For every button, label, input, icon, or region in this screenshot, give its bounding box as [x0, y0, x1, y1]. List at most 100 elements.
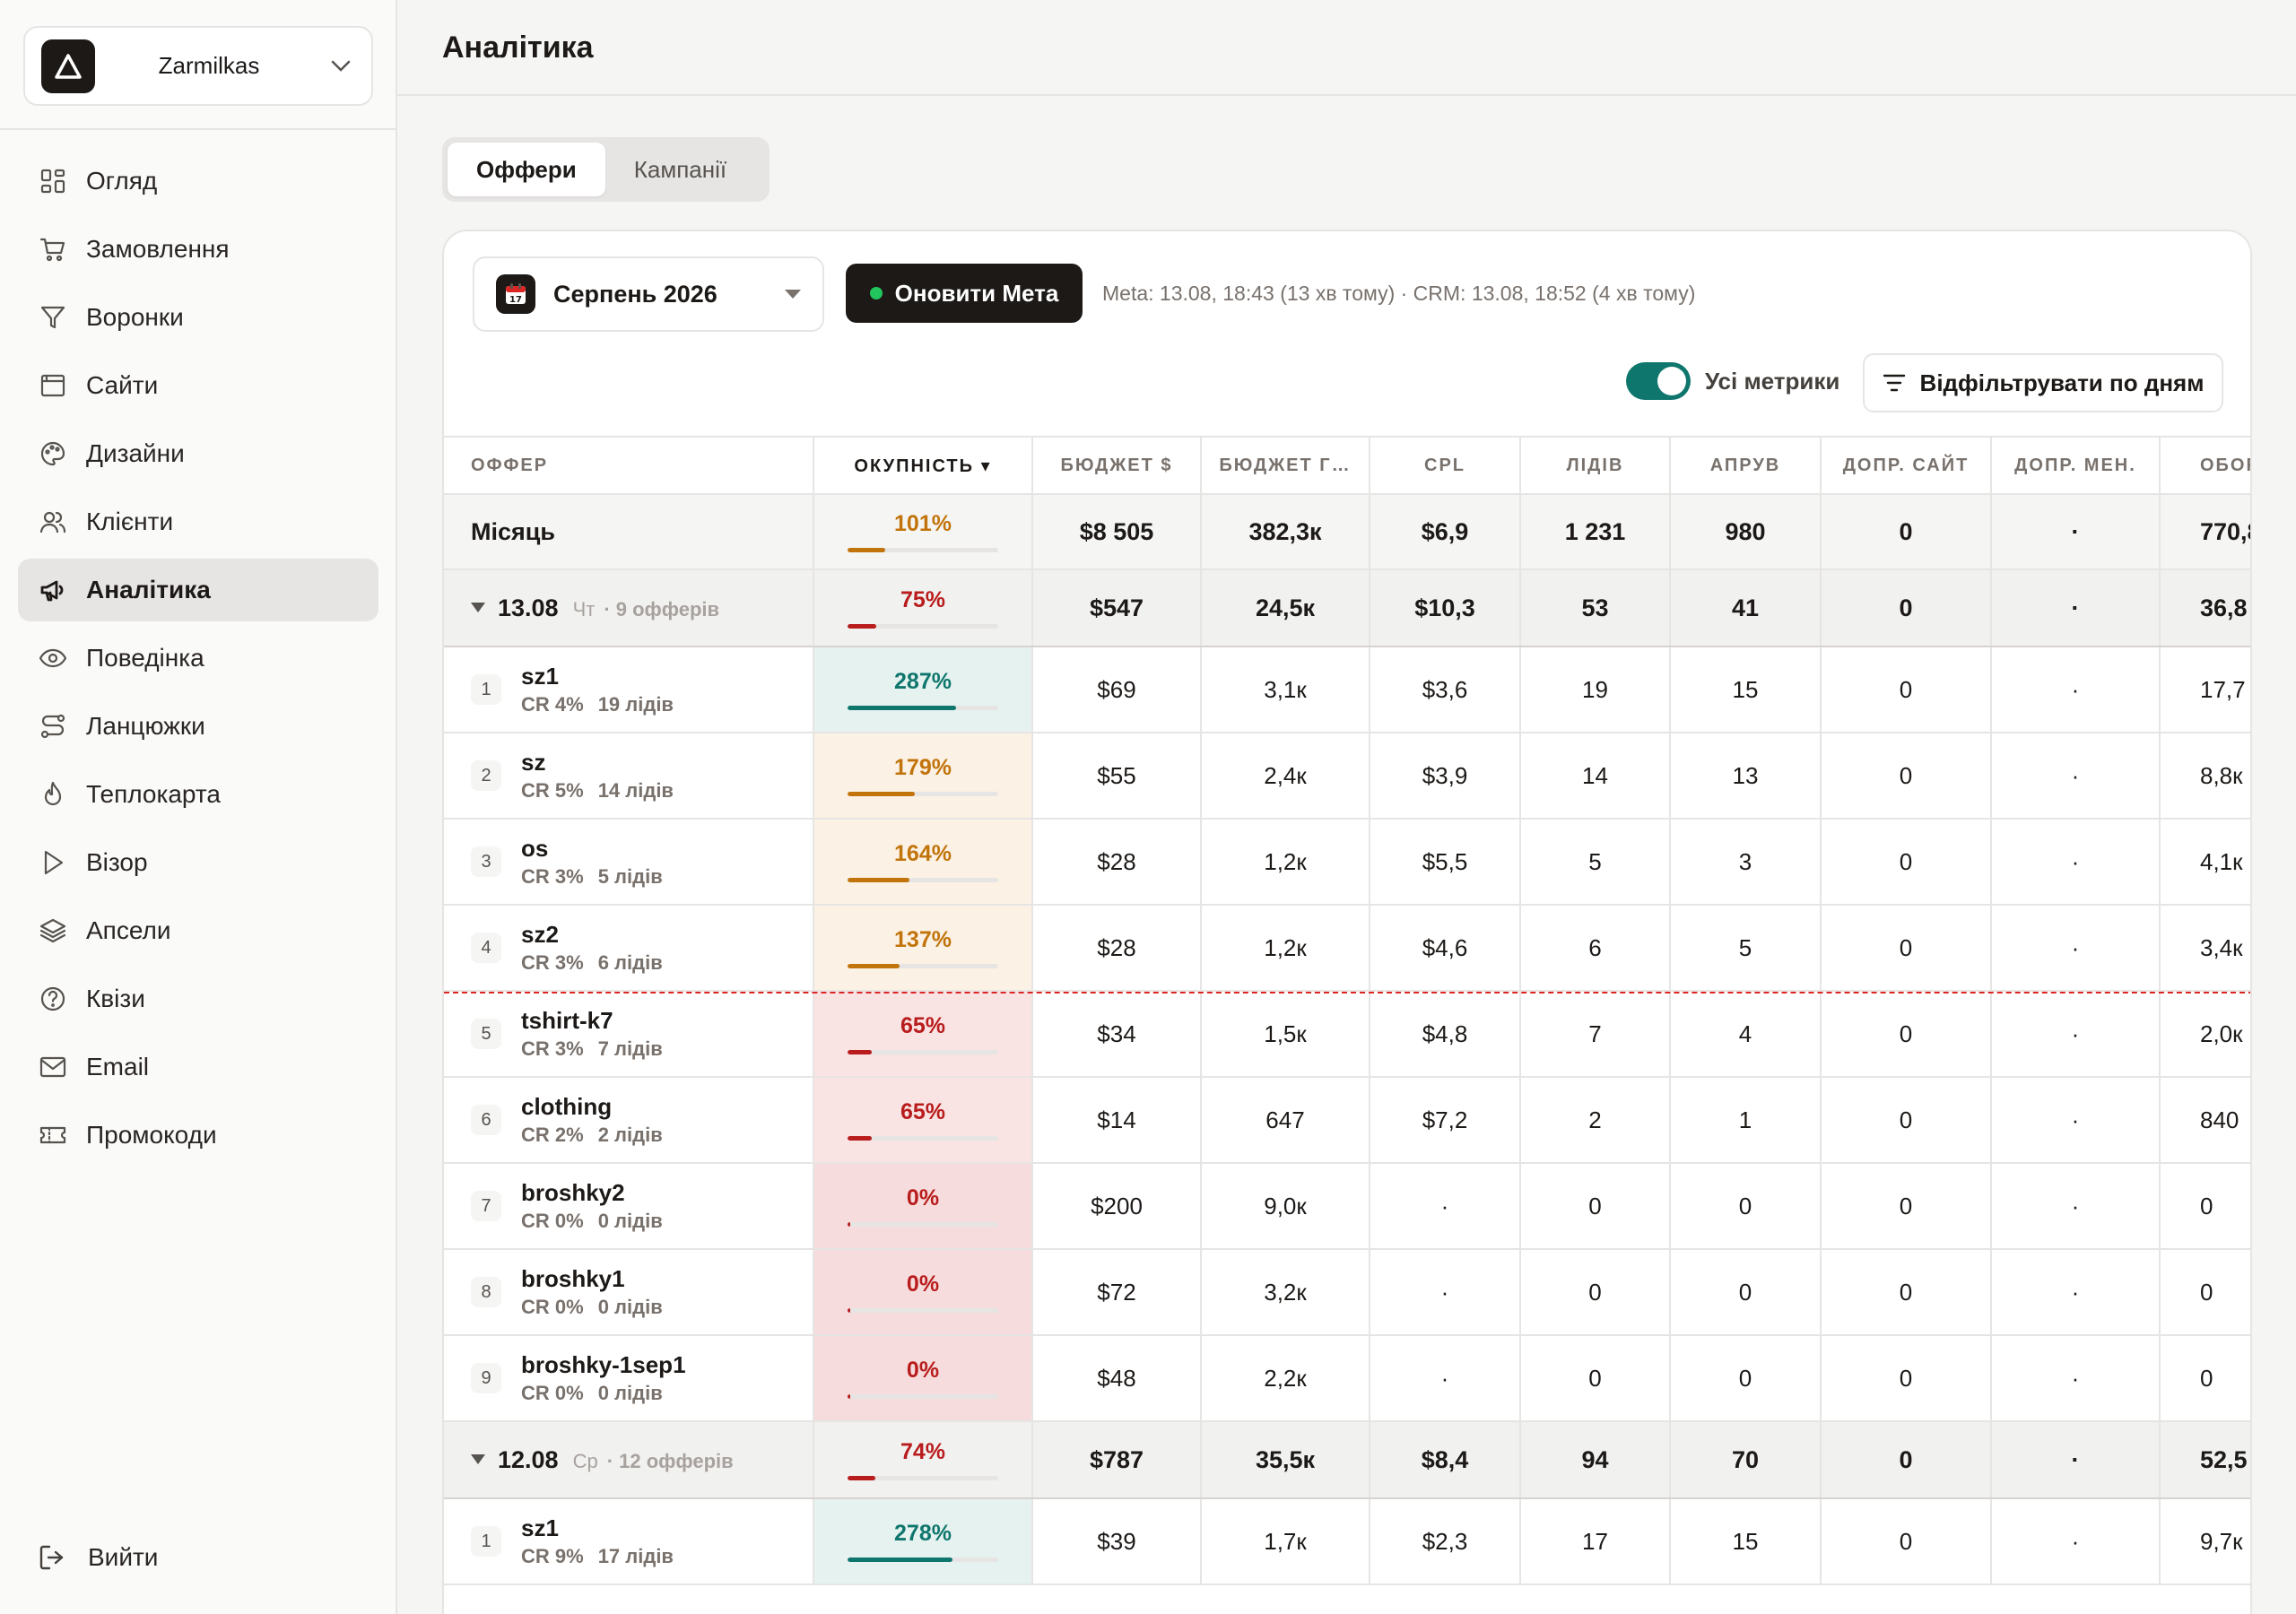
column-header-6[interactable]: АПРУВ: [1671, 438, 1822, 493]
budget-uah-cell: 3,1к: [1202, 647, 1370, 732]
sidebar-item-6[interactable]: Аналітика: [18, 559, 378, 621]
approved-cell: 41: [1671, 570, 1822, 646]
rank-badge: 3: [471, 846, 501, 877]
upsell-manager-cell: ·: [1992, 1499, 2161, 1584]
tab-campaigns[interactable]: Кампанії: [633, 155, 727, 183]
upsell-site-cell: 0: [1822, 1078, 1992, 1162]
refresh-meta-button[interactable]: Оновити Мета: [846, 264, 1083, 323]
offer-meta: CR 2% 2 лідів: [521, 1122, 677, 1149]
month-select[interactable]: 17 Серпень 2026: [473, 256, 824, 332]
turnover-cell: 52,5: [2200, 1445, 2248, 1473]
roi-cell: 75%: [814, 570, 1033, 646]
offer-meta: CR 3% 6 лідів: [521, 950, 677, 976]
cpl-cell: $5,5: [1370, 820, 1521, 904]
roi-progress-fill: [848, 1558, 952, 1562]
column-header-5[interactable]: ЛІДІВ: [1521, 438, 1671, 493]
offer-leads: 0 лідів: [597, 1296, 663, 1318]
sidebar-item-3[interactable]: Сайти: [18, 354, 378, 417]
workspace-switcher[interactable]: Zarmilkas: [23, 26, 373, 106]
offer-leads: 14 лідів: [597, 779, 674, 802]
sidebar-item-label: Клієнти: [86, 508, 174, 535]
cpl-cell: $3,9: [1370, 733, 1521, 818]
offer-cell: 1 sz1 CR 9% 17 лідів: [444, 1499, 814, 1584]
cart-icon: [38, 234, 68, 265]
all-metrics-toggle[interactable]: [1626, 362, 1691, 400]
sidebar-item-10[interactable]: Візор: [18, 831, 378, 894]
approved-cell: 4: [1671, 992, 1822, 1076]
column-header-0[interactable]: ОФФЕР: [444, 438, 814, 493]
table-row[interactable]: 1 sz1 CR 4% 19 лідів 287% $69 3,1к $3,6 19 15 0 · 17…: [444, 647, 2250, 733]
sidebar-item-4[interactable]: Дизайни: [18, 422, 378, 485]
sidebar-item-13[interactable]: Email: [18, 1036, 378, 1098]
roi-value: 278%: [894, 1521, 952, 1546]
column-header-2[interactable]: БЮДЖЕТ $: [1033, 438, 1202, 493]
sidebar-item-2[interactable]: Воронки: [18, 286, 378, 349]
sidebar-item-label: Теплокарта: [86, 780, 221, 808]
budget-uah-cell: 1,5к: [1202, 992, 1370, 1076]
leads-cell: 5: [1521, 820, 1671, 904]
upsell-site-cell: 0: [1822, 1499, 1992, 1584]
offer-meta: CR 0% 0 лідів: [521, 1208, 677, 1235]
roi-progress-fill: [848, 1222, 850, 1227]
sidebar-item-label: Замовлення: [86, 235, 230, 263]
table-row[interactable]: 3 os CR 3% 5 лідів 164% $28 1,2к $5,5 5 3 0 · 4,1к: [444, 820, 2250, 906]
collapse-triangle-icon[interactable]: [471, 1453, 485, 1464]
table-row[interactable]: 8 broshky1 CR 0% 0 лідів 0% $72 3,2к · 0 0 0 · 0: [444, 1250, 2250, 1336]
sidebar-item-11[interactable]: Апсели: [18, 899, 378, 962]
sidebar-item-label: Воронки: [86, 303, 184, 331]
leads-cell: 6: [1521, 906, 1671, 990]
column-header-8[interactable]: ДОПР. МЕН.: [1992, 438, 2161, 493]
offer-name: broshky-1sep1: [521, 1351, 686, 1378]
logout-button[interactable]: Вийти: [38, 1542, 158, 1573]
budget-usd-cell: $72: [1033, 1250, 1202, 1334]
sidebar-item-0[interactable]: Огляд: [18, 150, 378, 213]
column-header-9[interactable]: ОБОРОТ: [2200, 455, 2250, 475]
budget-uah-cell: 382,3к: [1202, 495, 1370, 568]
roi-cell: 101%: [814, 495, 1033, 568]
offer-cell: 4 sz2 CR 3% 6 лідів: [444, 906, 814, 990]
day-group-row[interactable]: 13.08 Чт · 9 офферів 75% $547 24,5к $10,3 53 41 0…: [444, 570, 2250, 647]
table-row[interactable]: 6 clothing CR 2% 2 лідів 65% $14 647 $7,2 2 1 0 · 84…: [444, 1078, 2250, 1164]
upsell-site-cell: 0: [1822, 1164, 1992, 1248]
leads-cell: 0: [1521, 1250, 1671, 1334]
roi-progress-fill: [848, 964, 900, 968]
day-group-row[interactable]: 12.08 Ср · 12 офферів 74% $787 35,5к $8,4 94 70 0…: [444, 1422, 2250, 1499]
column-header-1[interactable]: ОКУПНІСТЬ ▾: [814, 438, 1033, 493]
upsell-site-cell: 0: [1822, 733, 1992, 818]
filter-by-days-button[interactable]: Відфільтрувати по дням: [1863, 353, 2223, 412]
roi-value: 0%: [906, 1271, 940, 1297]
roi-progress-bar: [848, 706, 998, 710]
table-row[interactable]: 1 sz1 CR 9% 17 лідів 278% $39 1,7к $2,3 17 15 0 · 9,…: [444, 1499, 2250, 1585]
roi-value: 75%: [900, 587, 946, 612]
offer-cr: CR 0%: [521, 1210, 584, 1232]
table-row[interactable]: 4 sz2 CR 3% 6 лідів 137% $28 1,2к $4,6 6 5 0 · 3,4к: [444, 906, 2250, 992]
collapse-triangle-icon[interactable]: [471, 602, 485, 612]
budget-uah-cell: 3,2к: [1202, 1250, 1370, 1334]
sidebar-item-1[interactable]: Замовлення: [18, 218, 378, 281]
table-row[interactable]: 9 broshky-1sep1 CR 0% 0 лідів 0% $48 2,2к · 0 0 0 ·…: [444, 1336, 2250, 1422]
roi-progress-bar: [848, 1558, 998, 1562]
column-header-3[interactable]: БЮДЖЕТ Г…: [1202, 438, 1370, 493]
column-header-7[interactable]: ДОПР. САЙТ: [1822, 438, 1992, 493]
table-row[interactable]: 5 tshirt-k7 CR 3% 7 лідів 65% $34 1,5к $4,8 7 4 0 ·…: [444, 992, 2250, 1078]
help-circle-icon: [38, 984, 68, 1014]
sidebar-item-14[interactable]: Промокоди: [18, 1104, 378, 1167]
sidebar-item-8[interactable]: Ланцюжки: [18, 695, 378, 758]
offer-leads: 5 лідів: [597, 865, 663, 888]
sidebar-item-7[interactable]: Поведінка: [18, 627, 378, 690]
column-header-4[interactable]: CPL: [1370, 438, 1521, 493]
sidebar-item-5[interactable]: Клієнти: [18, 490, 378, 553]
budget-uah-cell: 1,2к: [1202, 906, 1370, 990]
day-offer-count: · 12 офферів: [606, 1449, 734, 1472]
tab-offers[interactable]: Оффери: [448, 143, 605, 196]
table-row[interactable]: 2 sz CR 5% 14 лідів 179% $55 2,4к $3,9 14 13 0 · 8,8…: [444, 733, 2250, 820]
table-row[interactable]: 7 broshky2 CR 0% 0 лідів 0% $200 9,0к · 0 0 0 · 0: [444, 1164, 2250, 1250]
upsell-site-cell: 0: [1822, 1250, 1992, 1334]
cpl-cell: ·: [1370, 1336, 1521, 1420]
sidebar-item-9[interactable]: Теплокарта: [18, 763, 378, 826]
offer-cell: 5 tshirt-k7 CR 3% 7 лідів: [444, 992, 814, 1076]
upsell-site-cell: 0: [1822, 495, 1992, 568]
sidebar-item-label: Email: [86, 1053, 150, 1080]
sidebar-item-12[interactable]: Квізи: [18, 968, 378, 1030]
page-title: Аналітика: [442, 30, 594, 65]
